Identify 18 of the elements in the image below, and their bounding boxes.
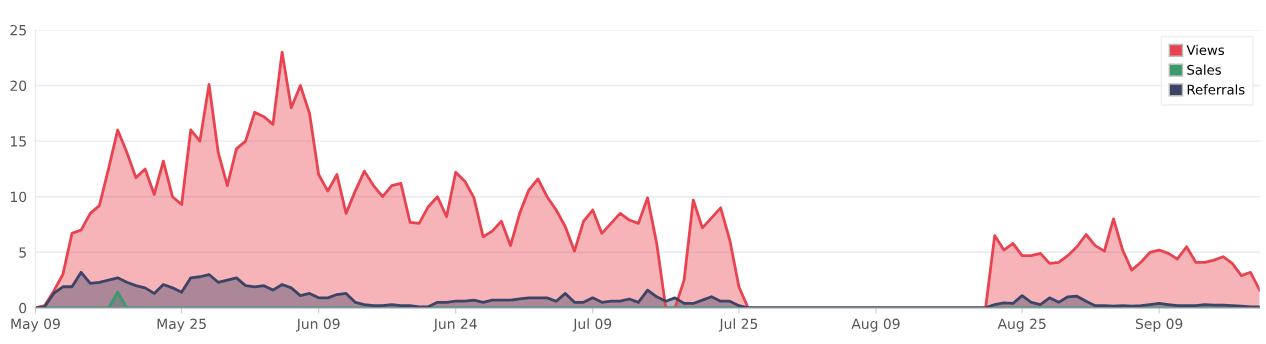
y-tick-label: 5: [19, 247, 26, 258]
x-tick-label: May 09: [11, 318, 60, 332]
x-tick-label: May 25: [157, 318, 206, 332]
legend-label: Views: [1186, 44, 1224, 56]
y-tick-label: 15: [10, 136, 26, 147]
y-tick-label: 25: [10, 24, 26, 36]
legend-label: Referrals: [1187, 84, 1245, 95]
legend-label: Sales: [1187, 64, 1221, 75]
x-tick-label: Jul 25: [718, 318, 758, 332]
x-tick-label: Sep 09: [1135, 318, 1183, 332]
x-tick-label: Jul 09: [572, 318, 612, 332]
y-tick-label: 20: [10, 80, 27, 91]
x-tick-label: Jun 24: [433, 318, 477, 332]
y-tick-label: 10: [10, 191, 27, 203]
x-tick-label: Jun 09: [296, 318, 340, 332]
y-tick-label: 0: [19, 302, 27, 314]
x-tick-label: Aug 09: [851, 318, 900, 332]
x-tick-label: Aug 25: [997, 318, 1046, 332]
